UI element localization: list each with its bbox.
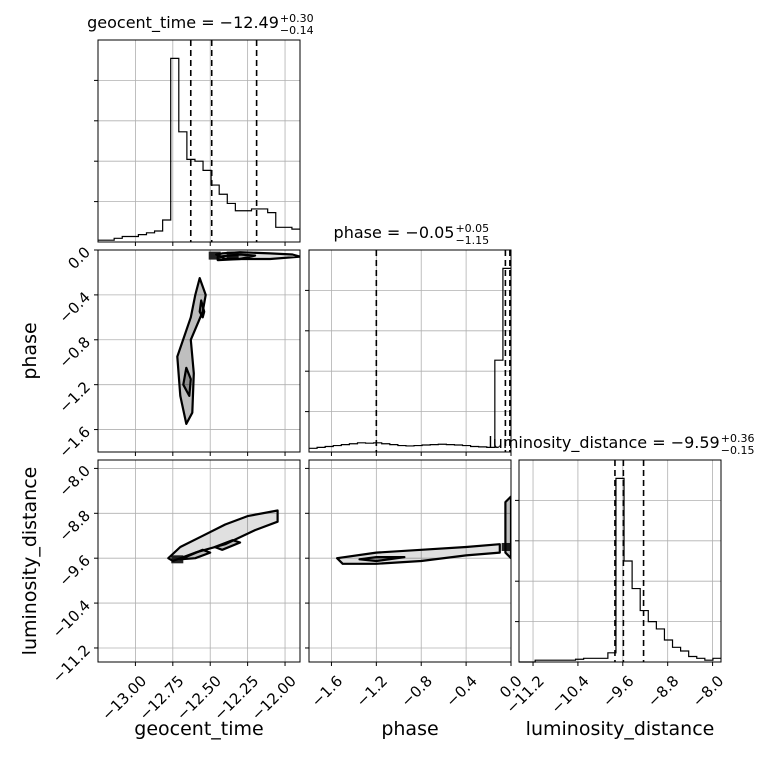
- y-tick-label: 0.0: [64, 243, 94, 273]
- y-tick-label: −1.6: [56, 423, 94, 461]
- title-main-phase: phase = −0.05: [334, 223, 455, 242]
- data-layer: [98, 40, 721, 663]
- y-axis-label-luminosity_distance: luminosity_distance: [19, 467, 41, 656]
- title-main-luminosity_distance: luminosity_distance = −9.59: [488, 433, 719, 453]
- x-tick-label: −8.0: [689, 672, 727, 710]
- x-tick-label: −9.6: [599, 672, 637, 710]
- contour-group: [176, 251, 300, 425]
- histogram-luminosity_distance: [519, 477, 721, 663]
- title-luminosity_distance: luminosity_distance = −9.59: [488, 433, 719, 453]
- x-tick-label: −1.6: [308, 672, 346, 710]
- y-tick-label: −8.8: [56, 507, 94, 545]
- panel-frame: [518, 459, 722, 663]
- y-axis-label-phase: phase: [19, 322, 41, 379]
- grid-layer: [98, 40, 721, 662]
- title-main-geocent_time: geocent_time = −12.49: [87, 13, 279, 33]
- x-tick-label: −10.4: [547, 672, 592, 717]
- title-geocent_time: geocent_time = −12.49: [87, 13, 279, 33]
- y-tick-label: −0.8: [56, 333, 94, 371]
- x-tick-label: −1.2: [353, 672, 391, 710]
- contour-level: [358, 555, 406, 563]
- contour-group: [167, 509, 279, 564]
- panel-frame: [97, 459, 301, 663]
- x-axis-label-luminosity_distance: luminosity_distance: [526, 718, 715, 740]
- histogram-geocent_time: [98, 57, 300, 241]
- histogram-phase: [309, 267, 511, 449]
- x-tick-label: −0.8: [397, 672, 435, 710]
- density-peak: [208, 251, 221, 260]
- title-plus-phase: +0.05: [455, 222, 489, 235]
- y-tick-label: −9.6: [56, 551, 94, 589]
- title-minus-luminosity_distance: −0.15: [721, 444, 755, 457]
- contour-level: [198, 299, 206, 319]
- y-tick-label: −1.2: [56, 378, 94, 416]
- frame-layer: [94, 39, 722, 666]
- y-tick-label: −10.4: [49, 596, 94, 641]
- contour-level: [179, 548, 212, 561]
- contour-level: [213, 539, 242, 551]
- x-tick-label: −8.8: [644, 672, 682, 710]
- contour-group: [336, 495, 511, 565]
- contour-level: [216, 253, 257, 262]
- title-plus-luminosity_distance: +0.36: [721, 432, 755, 445]
- panel-frame: [97, 39, 301, 243]
- contour-level: [336, 543, 501, 565]
- title-minus-phase: −1.15: [455, 234, 489, 247]
- panel-frame: [97, 249, 301, 453]
- contour-level: [182, 366, 192, 397]
- title-minus-geocent_time: −0.14: [280, 24, 314, 37]
- x-tick-label: −0.4: [442, 672, 480, 710]
- contour-level: [504, 495, 511, 560]
- title-plus-geocent_time: +0.30: [280, 12, 314, 25]
- y-tick-label: −11.2: [49, 641, 94, 686]
- x-axis-label-phase: phase: [381, 718, 438, 740]
- x-axis-label-geocent_time: geocent_time: [134, 718, 263, 740]
- y-tick-label: −0.4: [56, 288, 94, 326]
- panel-frame: [308, 459, 512, 663]
- title-phase: phase = −0.05: [334, 223, 455, 242]
- contour-level: [167, 509, 279, 563]
- panel-frame: [308, 249, 512, 453]
- y-tick-label: −8.0: [56, 462, 94, 500]
